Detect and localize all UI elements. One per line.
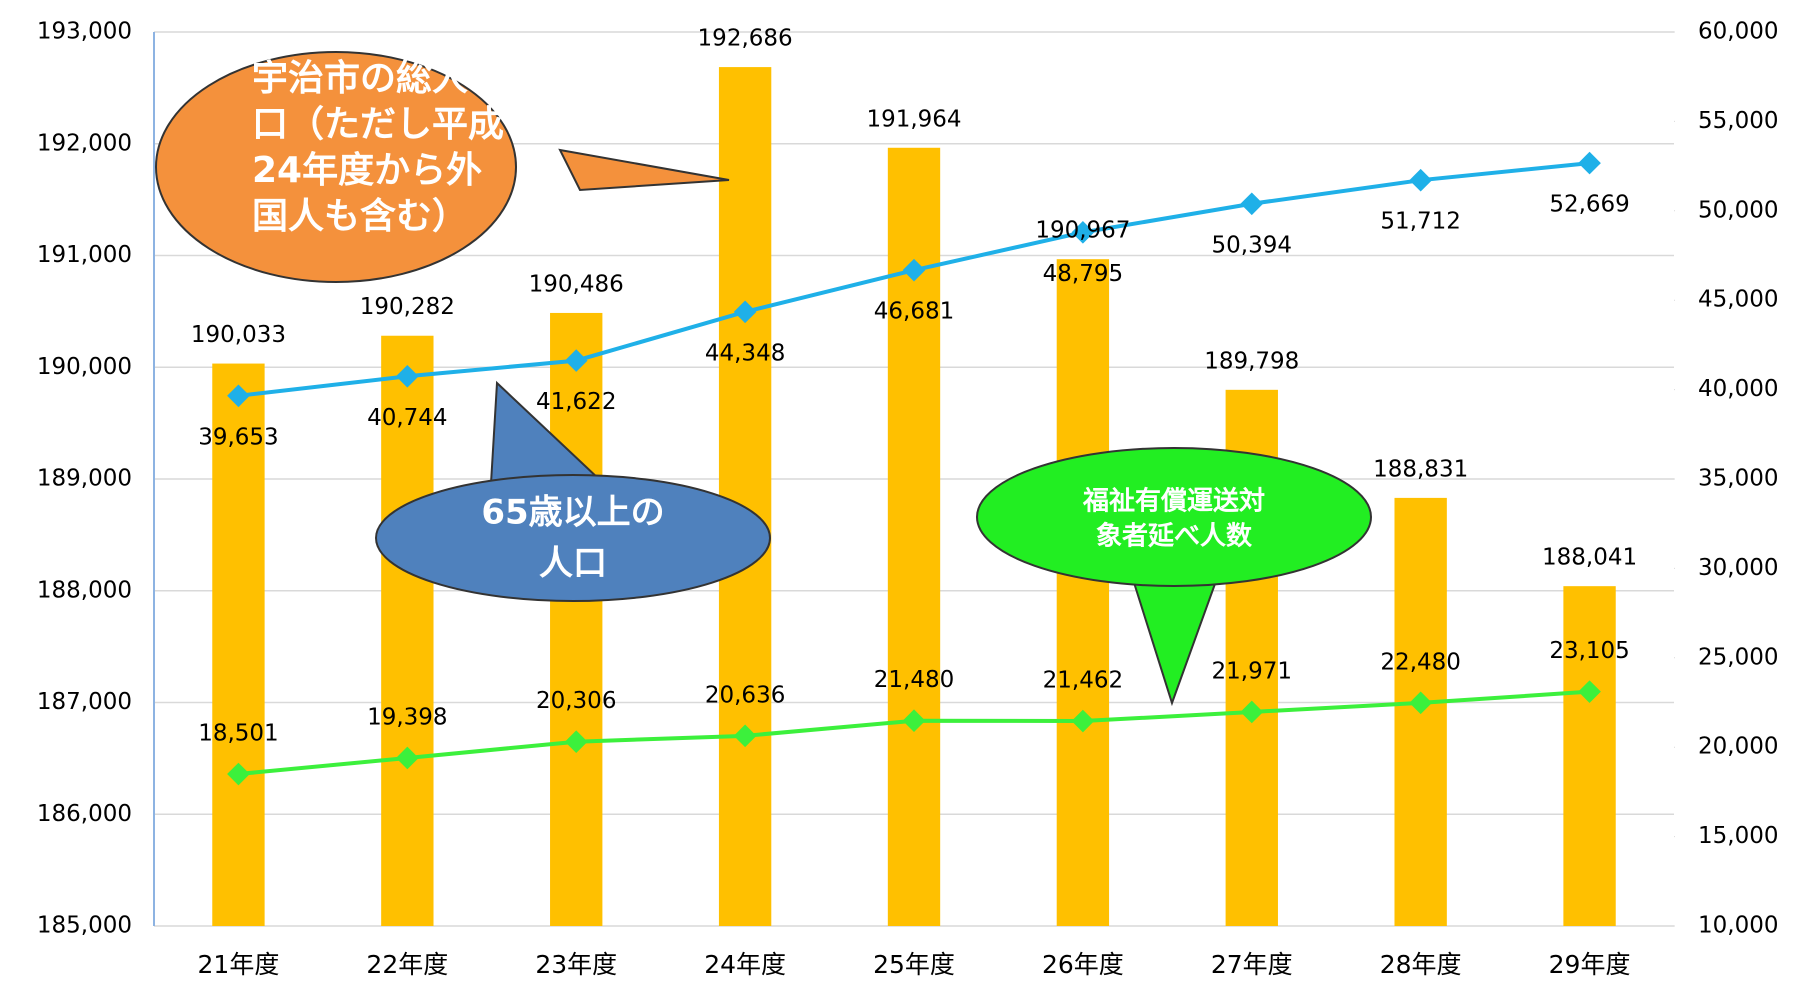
y2-tick-label: 45,000: [1698, 287, 1778, 313]
data-label: 190,282: [360, 294, 455, 320]
marker: [1578, 151, 1601, 175]
data-label: 50,394: [1212, 232, 1292, 258]
y2-tick-label: 50,000: [1698, 197, 1778, 223]
callout: [155, 51, 517, 283]
callout: [375, 474, 771, 602]
x-tick-label: 24年度: [704, 950, 786, 979]
annotation: 65歳以上の: [481, 493, 664, 533]
x-tick-label: 22年度: [366, 950, 448, 979]
y-tick-label: 189,000: [37, 466, 132, 492]
data-label: 19,398: [367, 704, 447, 730]
marker: [1409, 691, 1432, 715]
marker: [733, 300, 757, 324]
x-tick-label: 29年度: [1549, 950, 1631, 979]
x-tick-label: 25年度: [873, 950, 955, 979]
data-label: 40,744: [367, 405, 447, 431]
marker: [902, 709, 926, 733]
x-tick-label: 21年度: [198, 950, 280, 979]
data-label: 41,622: [536, 389, 616, 415]
data-label: 22,480: [1380, 649, 1460, 675]
marker: [396, 364, 419, 388]
x-tick-label: 23年度: [535, 950, 617, 979]
y-tick-label: 190,000: [37, 354, 132, 380]
data-label: 52,669: [1549, 192, 1629, 218]
x-tick-label: 26年度: [1042, 950, 1124, 979]
data-label: 51,712: [1380, 209, 1460, 235]
data-label: 20,306: [536, 688, 616, 714]
data-label: 188,831: [1373, 456, 1468, 482]
marker: [733, 724, 757, 748]
y-tick-label: 191,000: [37, 242, 132, 268]
annotation: 宇治市の総人: [252, 58, 468, 99]
callout-tail: [1128, 569, 1222, 707]
marker: [564, 730, 588, 754]
data-label: 44,348: [705, 340, 785, 366]
data-label: 46,681: [874, 299, 954, 325]
data-label: 18,501: [198, 721, 278, 747]
data-label: 190,033: [191, 322, 286, 348]
marker: [1071, 709, 1095, 733]
annotation: 象者延べ人数: [1096, 521, 1253, 552]
marker: [1240, 700, 1264, 724]
y2-tick-label: 30,000: [1698, 555, 1778, 581]
data-label: 21,480: [874, 667, 954, 693]
data-label: 192,686: [698, 26, 793, 52]
data-label: 23,105: [1549, 638, 1629, 664]
y2-tick-label: 60,000: [1698, 19, 1778, 45]
y2-tick-label: 20,000: [1698, 734, 1778, 760]
callout-tail: [558, 148, 730, 192]
data-label: 21,971: [1212, 658, 1292, 684]
marker: [902, 258, 926, 282]
marker: [396, 746, 419, 770]
y2-tick-label: 35,000: [1698, 466, 1778, 492]
data-label: 191,964: [866, 106, 961, 132]
bar: [381, 335, 434, 926]
y2-tick-label: 15,000: [1698, 823, 1778, 849]
data-label: 39,653: [198, 424, 278, 450]
annotation: 福祉有償運送対: [1082, 487, 1265, 517]
y2-tick-label: 25,000: [1698, 644, 1778, 670]
x-tick-label: 27年度: [1211, 950, 1293, 979]
y-tick-label: 193,000: [37, 19, 132, 45]
data-label: 190,486: [529, 271, 624, 297]
y2-tick-label: 40,000: [1698, 376, 1778, 402]
data-label: 20,636: [705, 682, 785, 708]
callout: [976, 447, 1372, 587]
y-tick-label: 185,000: [37, 913, 132, 939]
marker: [1409, 168, 1432, 192]
y-tick-label: 188,000: [37, 577, 132, 603]
y2-tick-label: 55,000: [1698, 108, 1778, 134]
annotation: 人口: [539, 544, 607, 584]
bar: [1056, 259, 1110, 926]
bar: [550, 312, 603, 926]
bar: [1563, 586, 1616, 926]
data-label: 189,798: [1204, 348, 1299, 374]
bar: [212, 363, 265, 926]
plot-area: 185,000 186,000 187,000 188,000 189,000 190,0…: [37, 19, 1779, 980]
bar: [718, 67, 772, 927]
data-label: 188,041: [1542, 545, 1637, 571]
y-tick-label: 186,000: [37, 801, 132, 827]
data-label: 190,967: [1035, 218, 1130, 244]
data-label: 21,462: [1043, 668, 1123, 694]
marker: [1578, 680, 1601, 703]
marker: [564, 349, 588, 372]
y-tick-label: 192,000: [37, 130, 132, 156]
y2-tick-label: 10,000: [1698, 913, 1778, 939]
y-tick-label: 187,000: [37, 689, 132, 715]
annotation: 口（ただし平成: [252, 104, 504, 145]
annotation: 国人も含む）: [252, 196, 468, 237]
annotation: 24年度から外: [252, 150, 482, 191]
data-label: 48,795: [1043, 261, 1123, 287]
x-tick-label: 28年度: [1380, 950, 1462, 979]
marker: [1240, 192, 1264, 216]
